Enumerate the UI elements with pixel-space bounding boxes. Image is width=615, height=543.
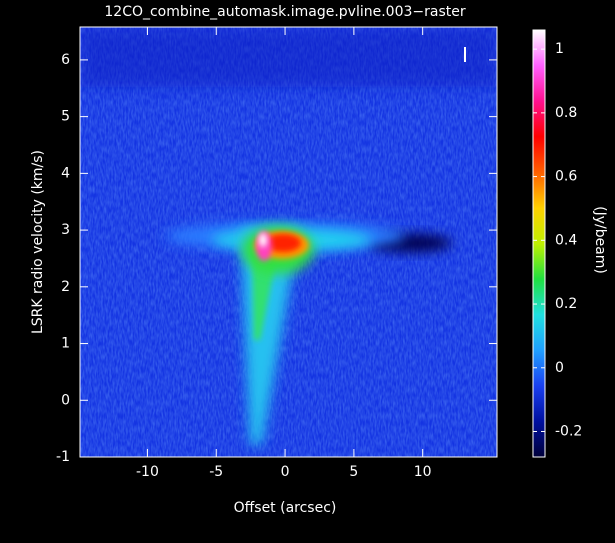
x-tick-label: -5 xyxy=(209,464,223,480)
colorbar-tick-label: 0.2 xyxy=(555,296,577,312)
colorbar-tick-label: 0 xyxy=(555,360,564,376)
x-tick-label: 5 xyxy=(349,464,358,480)
colorbar-tick-label: 0.4 xyxy=(555,232,577,248)
x-tick-label: 0 xyxy=(281,464,290,480)
colorbar-tick-label: -0.2 xyxy=(555,424,582,440)
y-tick-label: -1 xyxy=(56,449,70,465)
colorbar xyxy=(532,29,546,458)
colorbar-tick-label: 1 xyxy=(555,41,564,57)
x-tick-label: -10 xyxy=(136,464,159,480)
y-tick-label: 4 xyxy=(61,165,70,181)
x-tick-label: 10 xyxy=(414,464,432,480)
y-tick-label: 6 xyxy=(61,52,70,68)
chart-title: 12CO_combine_automask.image.pvline.003−r… xyxy=(104,4,465,20)
x-axis-label: Offset (arcsec) xyxy=(234,500,337,516)
colorbar-label: (Jy/beam) xyxy=(592,206,608,274)
plot-frame xyxy=(79,26,498,458)
colorbar-tick-label: 0.6 xyxy=(555,169,577,185)
raster-image xyxy=(80,27,497,457)
colorbar-tick-label: 0.8 xyxy=(555,105,577,121)
y-tick-label: 5 xyxy=(61,109,70,125)
y-tick-label: 1 xyxy=(61,336,70,352)
y-tick-label: 2 xyxy=(61,279,70,295)
y-tick-label: 0 xyxy=(61,392,70,408)
y-tick-label: 3 xyxy=(61,222,70,238)
y-axis-label: LSRK radio velocity (km/s) xyxy=(30,150,46,334)
